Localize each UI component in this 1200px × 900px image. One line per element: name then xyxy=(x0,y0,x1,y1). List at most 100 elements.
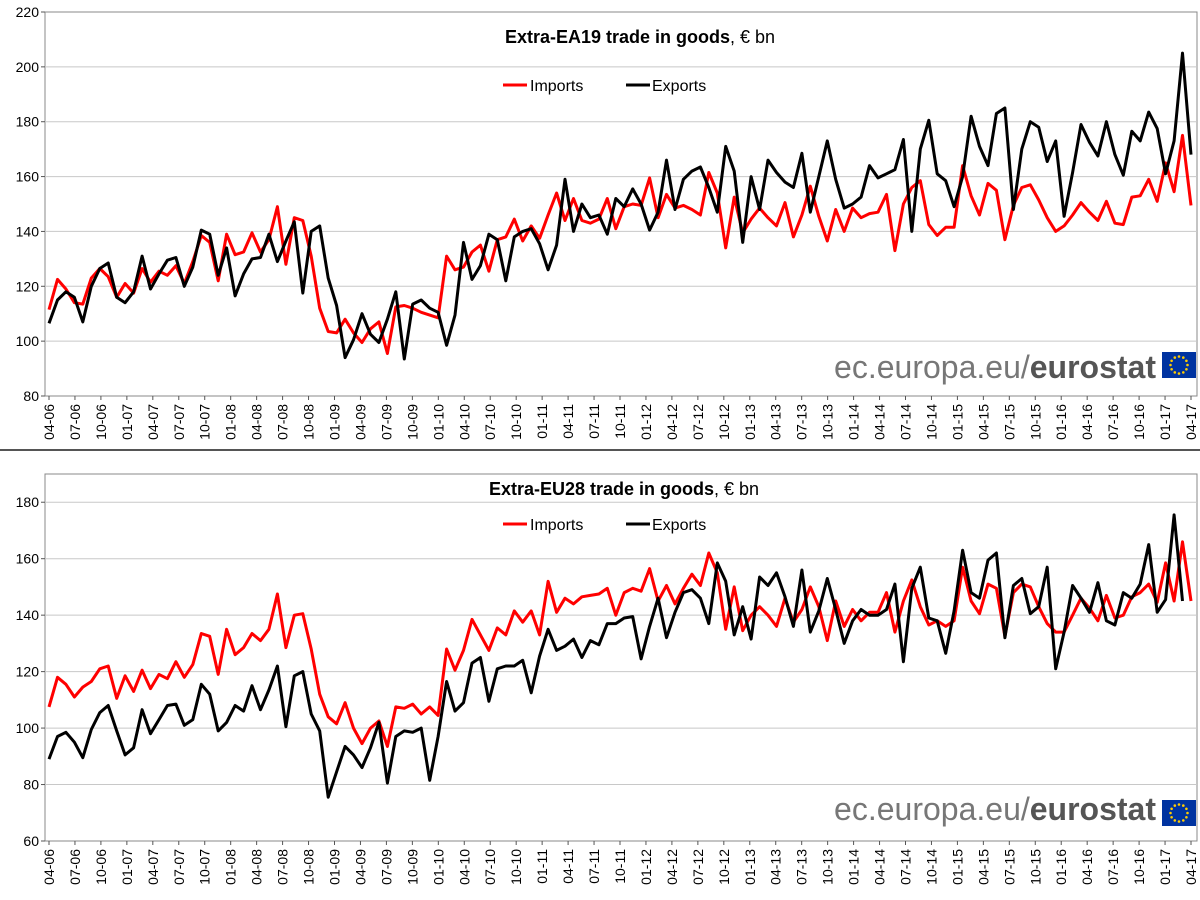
x-tick-label: 07-10 xyxy=(482,404,498,440)
x-tick-label: 04-13 xyxy=(768,404,784,440)
x-tick-label: 04-17 xyxy=(1183,404,1199,440)
x-tick-label: 01-09 xyxy=(327,849,343,885)
y-tick-label: 80 xyxy=(23,388,39,404)
x-tick-label: 04-12 xyxy=(664,404,680,440)
x-tick-label: 07-12 xyxy=(690,849,706,885)
series-line-exports xyxy=(47,513,1184,799)
x-tick-label: 10-08 xyxy=(301,404,317,440)
chart-title: Extra-EA19 trade in goods, € bn xyxy=(505,27,775,47)
x-tick-label: 07-09 xyxy=(378,849,394,885)
x-tick-label: 10-08 xyxy=(301,849,317,885)
eu-flag-icon xyxy=(1162,352,1196,378)
x-tick-label: 07-13 xyxy=(794,404,810,440)
x-tick-label: 01-07 xyxy=(119,849,135,885)
eurostat-watermark: ec.europa.eu/eurostat xyxy=(834,791,1156,827)
x-tick-label: 07-15 xyxy=(1001,849,1017,885)
x-tick-label: 01-15 xyxy=(949,404,965,440)
x-tick-label: 04-12 xyxy=(664,849,680,885)
legend-label-exports: Exports xyxy=(652,517,706,534)
x-tick-label: 10-06 xyxy=(93,849,109,885)
chart-svg-extra-ea19: 80 100 120 140 160 180 200 220 04-06 07-06 10-06 01… xyxy=(16,4,1199,440)
x-tick-label: 04-06 xyxy=(41,404,57,440)
x-tick-label: 04-14 xyxy=(872,404,888,440)
x-tick-label: 04-06 xyxy=(41,849,57,885)
x-tick-label: 01-12 xyxy=(638,404,654,440)
y-tick-label: 180 xyxy=(16,114,40,130)
x-tick-label: 10-11 xyxy=(612,849,628,884)
x-tick-label: 07-13 xyxy=(794,849,810,885)
y-tick-label: 160 xyxy=(16,169,40,185)
chart-svg-extra-eu28: 60 80 100 120 140 160 180 04-06 07-06 10-06 01-07 0… xyxy=(16,473,1199,885)
x-tick-label: 04-16 xyxy=(1079,404,1095,440)
x-tick-label: 10-12 xyxy=(716,404,732,440)
chart-title-bold: Extra-EA19 trade in goods xyxy=(505,27,730,47)
x-tick-label: 01-07 xyxy=(119,404,135,440)
x-tick-label: 07-12 xyxy=(690,404,706,440)
y-tick-label: 220 xyxy=(16,4,40,20)
x-tick-label: 10-15 xyxy=(1027,849,1043,885)
x-tick-label: 10-14 xyxy=(923,849,939,885)
chart-title: Extra-EU28 trade in goods, € bn xyxy=(489,479,759,499)
x-tick-label: 01-16 xyxy=(1053,404,1069,440)
x-tick-label: 04-07 xyxy=(145,849,161,885)
y-tick-label: 80 xyxy=(23,777,39,793)
series-line-exports xyxy=(47,51,1193,361)
x-tick-label: 07-08 xyxy=(275,849,291,885)
x-tick-label: 01-16 xyxy=(1053,849,1069,885)
x-tick-label: 07-07 xyxy=(171,404,187,440)
x-tick-label: 07-16 xyxy=(1105,849,1121,885)
x-tick-label: 01-11 xyxy=(534,404,550,439)
x-tick-label: 10-13 xyxy=(820,404,836,440)
x-tick-label: 07-09 xyxy=(378,404,394,440)
x-tick-label: 04-16 xyxy=(1079,849,1095,885)
x-tick-label: 01-11 xyxy=(534,849,550,884)
x-tick-label: 04-08 xyxy=(249,849,265,885)
x-tick-label: 07-16 xyxy=(1105,404,1121,440)
x-tick-label: 01-10 xyxy=(430,849,446,885)
y-tick-label: 60 xyxy=(23,833,39,849)
y-tick-label: 180 xyxy=(16,494,40,510)
x-tick-label: 01-12 xyxy=(638,849,654,885)
x-tick-label: 01-17 xyxy=(1157,849,1173,885)
x-tick-label: 01-13 xyxy=(742,849,758,885)
x-tick-label: 04-10 xyxy=(456,849,472,885)
y-tick-label: 200 xyxy=(16,59,40,75)
x-tick-label: 01-14 xyxy=(846,849,862,885)
x-tick-label: 07-06 xyxy=(67,849,83,885)
x-tick-label: 01-15 xyxy=(949,849,965,885)
x-tick-label: 04-17 xyxy=(1183,849,1199,885)
x-tick-label: 10-14 xyxy=(923,404,939,440)
x-tick-label: 10-10 xyxy=(508,849,524,885)
x-tick-label: 04-10 xyxy=(456,404,472,440)
x-tick-label: 01-09 xyxy=(327,404,343,440)
x-tick-label: 01-08 xyxy=(223,849,239,885)
x-tick-label: 10-07 xyxy=(197,849,213,885)
eurostat-watermark: ec.europa.eu/eurostat xyxy=(834,349,1156,385)
x-tick-label: 04-07 xyxy=(145,404,161,440)
watermark-bold: eurostat xyxy=(1030,349,1157,385)
x-tick-label: 04-09 xyxy=(352,404,368,440)
chart-title-unit: , € bn xyxy=(714,479,759,499)
watermark-bold: eurostat xyxy=(1030,791,1157,827)
watermark-plain: ec.europa.eu/ xyxy=(834,791,1030,827)
plot-area xyxy=(44,473,1198,842)
eu-flag-icon xyxy=(1162,800,1196,826)
x-tick-label: 07-14 xyxy=(898,849,914,885)
x-tick-label: 01-13 xyxy=(742,404,758,440)
x-tick-label: 10-15 xyxy=(1027,404,1043,440)
x-tick-label: 07-11 xyxy=(586,404,602,439)
y-tick-label: 120 xyxy=(16,278,40,294)
x-tick-label: 01-17 xyxy=(1157,404,1173,440)
chart-title-bold: Extra-EU28 trade in goods xyxy=(489,479,714,499)
x-tick-label: 10-10 xyxy=(508,404,524,440)
panel-divider xyxy=(0,449,1200,451)
x-tick-label: 04-09 xyxy=(352,849,368,885)
legend-label-imports: Imports xyxy=(530,517,583,534)
legend-label-imports: Imports xyxy=(530,78,583,95)
x-tick-label: 10-16 xyxy=(1131,404,1147,440)
x-tick-label: 04-08 xyxy=(249,404,265,440)
x-tick-label: 01-14 xyxy=(846,404,862,440)
x-tick-label: 10-16 xyxy=(1131,849,1147,885)
x-tick-label: 10-12 xyxy=(716,849,732,885)
x-tick-label: 04-15 xyxy=(975,404,991,440)
